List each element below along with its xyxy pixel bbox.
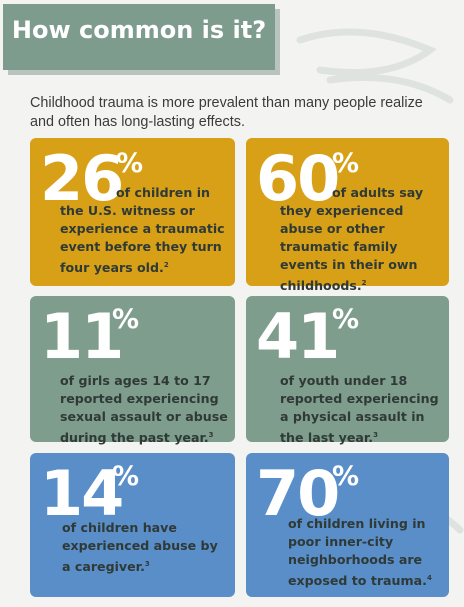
stat-card-14: 14 % of children have experienced abuse …	[30, 453, 235, 597]
stat-card-41: 41 % of youth under 18 reported experien…	[246, 296, 449, 445]
stat-description-text: of youth under 18 reported experiencing …	[280, 373, 439, 446]
stat-number: 26	[40, 142, 124, 215]
stat-footnote-ref: 4	[426, 574, 432, 582]
stat-percent-sign: %	[112, 461, 140, 492]
stat-percent-sign: %	[332, 148, 360, 179]
stat-description: of children in the U.S. witness or exper…	[60, 184, 230, 277]
stat-description-text: of girls ages 14 to 17 reported experien…	[60, 373, 228, 446]
stat-description: of youth under 18 reported experiencing …	[280, 372, 446, 447]
stat-card-60: 60 % of adults say they experienced abus…	[246, 138, 449, 293]
stat-number: 14	[40, 457, 124, 530]
stat-card-70: 70 % of children living in poor inner-ci…	[246, 453, 449, 597]
stat-number: 70	[256, 457, 340, 530]
stat-card-11: 11 % of girls ages 14 to 17 reported exp…	[30, 296, 235, 445]
stat-description-text: of children living in poor inner-city ne…	[288, 516, 427, 589]
stat-percent-sign: %	[112, 304, 140, 335]
stat-description: of children have experienced abuse by a …	[62, 519, 230, 576]
stat-card-26: 26 % of children in the U.S. witness or …	[30, 138, 235, 286]
stat-footnote-ref: 2	[361, 279, 367, 287]
intro-text: Childhood trauma is more prevalent than …	[30, 95, 423, 130]
stat-percent-sign: %	[332, 304, 360, 335]
stat-number: 41	[256, 300, 340, 373]
stat-description-text: of adults say they experienced abuse or …	[280, 185, 424, 294]
stat-footnote-ref: 3	[373, 431, 378, 439]
stat-description: of adults say they experienced abuse or …	[280, 184, 444, 295]
stat-footnote-ref: 3	[208, 431, 214, 439]
page-header: How common is it?	[3, 4, 275, 70]
stat-number: 11	[40, 300, 124, 373]
stat-number: 60	[256, 142, 340, 215]
page-title: How common is it?	[11, 16, 267, 44]
stat-footnote-ref: 3	[144, 560, 150, 568]
stat-percent-sign: %	[332, 461, 360, 492]
stat-percent-sign: %	[116, 148, 144, 179]
stat-footnote-ref: 2	[163, 261, 169, 269]
stat-description: of children living in poor inner-city ne…	[288, 515, 438, 590]
stat-description-text: of children in the U.S. witness or exper…	[60, 185, 225, 276]
stat-description-text: of children have experienced abuse by a …	[62, 520, 218, 575]
stat-description: of girls ages 14 to 17 reported experien…	[60, 372, 232, 447]
